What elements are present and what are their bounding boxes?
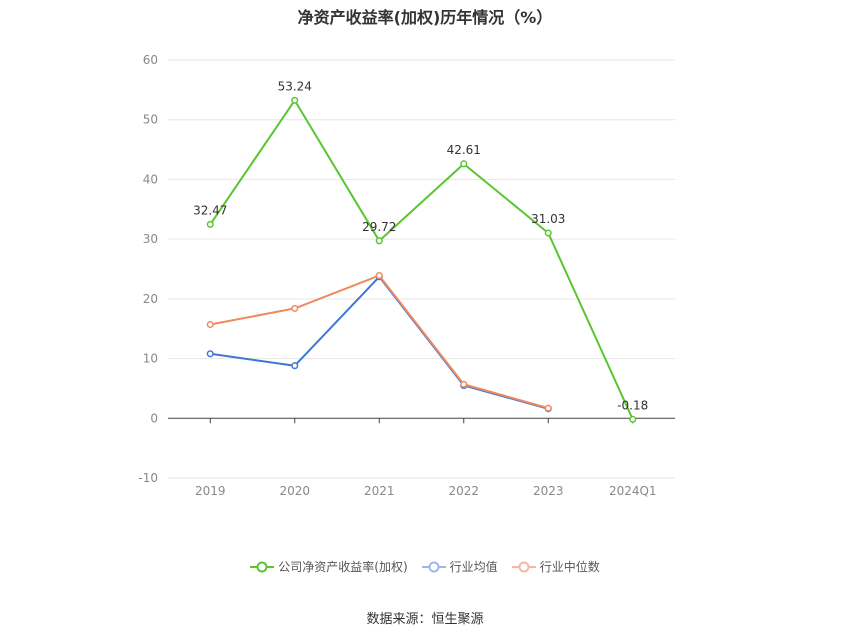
- series-line: [210, 274, 549, 410]
- legend-label: 行业均值: [449, 560, 498, 574]
- source-note: 数据来源：恒生聚源: [366, 612, 484, 627]
- series-line: [209, 99, 634, 420]
- data-point: [375, 237, 383, 245]
- legend: 公司净资产收益率(加权) 行业均值 行业中位数: [0, 558, 850, 575]
- x-tick-label: 2020: [279, 484, 310, 498]
- y-tick-label: 20: [143, 292, 158, 306]
- legend-item-industry-median[interactable]: 行业中位数: [511, 558, 600, 575]
- x-tick-label: 2019: [195, 484, 226, 498]
- data-label: 31.03: [531, 212, 565, 226]
- axes: -10 0 10 20 30 40 50 60 2019 2020 2021 2022 2023 2024…: [138, 53, 675, 498]
- x-tick-label: 2021: [364, 484, 395, 498]
- x-tick-label: 2023: [533, 484, 564, 498]
- data-point: [206, 220, 214, 228]
- data-point: [291, 362, 299, 370]
- y-tick-label: 10: [143, 352, 158, 366]
- y-tick-label: 60: [143, 53, 158, 67]
- y-tick-label: 30: [143, 232, 158, 246]
- legend-label: 公司净资产收益率(加权): [278, 560, 408, 574]
- series-line: [210, 275, 549, 410]
- data-point: [544, 229, 552, 237]
- legend-marker-icon: [250, 561, 275, 572]
- legend-item-company[interactable]: 公司净资产收益率(加权): [250, 558, 408, 575]
- x-tick-label: 2022: [448, 484, 479, 498]
- data-labels: 32.47 53.24 29.72 42.61 31.03 -0.18: [193, 79, 648, 412]
- data-point: [460, 380, 468, 388]
- legend-marker-icon: [511, 561, 536, 572]
- data-point: [291, 96, 299, 104]
- data-point: [291, 304, 299, 312]
- grid: [168, 59, 675, 479]
- data-label: 42.61: [447, 143, 481, 157]
- data-label: 29.72: [362, 220, 396, 234]
- legend-marker-icon: [421, 561, 446, 572]
- y-tick-label: -10: [138, 471, 158, 485]
- data-point: [460, 160, 468, 168]
- data-point: [375, 272, 383, 280]
- data-point: [629, 415, 637, 423]
- data-label: 32.47: [193, 203, 227, 217]
- data-point: [206, 350, 214, 358]
- legend-item-industry-mean[interactable]: 行业均值: [421, 558, 498, 575]
- data-label: -0.18: [617, 398, 648, 412]
- x-tick-label: 2024Q1: [609, 484, 657, 498]
- y-tick-label: 50: [143, 113, 158, 127]
- y-tick-label: 40: [143, 172, 158, 186]
- series-lines: [206, 96, 637, 423]
- legend-label: 行业中位数: [539, 560, 600, 574]
- data-point: [206, 320, 214, 329]
- chart-title: 净资产收益率(加权)历年情况（%）: [297, 8, 553, 27]
- data-point: [544, 404, 552, 412]
- data-label: 53.24: [278, 79, 312, 93]
- y-tick-label: 0: [150, 411, 158, 425]
